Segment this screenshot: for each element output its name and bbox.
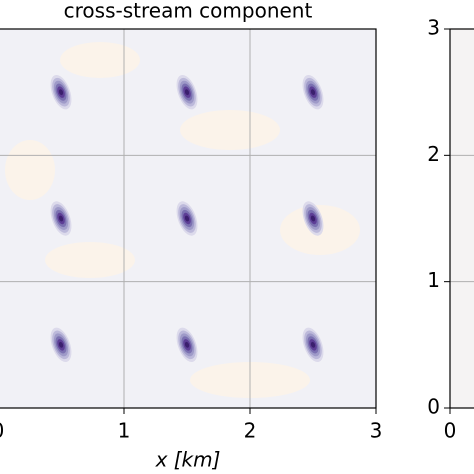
contour-level: [58, 341, 64, 348]
x-axis-label: x [km]: [155, 448, 221, 472]
contour-level: [58, 89, 64, 96]
axes-frame: [0, 28, 377, 409]
contour-level: [184, 215, 190, 222]
y-tick-label: 2: [427, 142, 440, 166]
vortex-peak: [50, 327, 72, 363]
contour-level: [184, 341, 190, 348]
contour-level: [58, 215, 64, 222]
y-tick-label: 1: [427, 268, 440, 292]
vortex-peak: [302, 327, 324, 363]
vortex-peak: [50, 201, 72, 236]
plot-area: [0, 29, 376, 408]
axes-frame: [449, 28, 474, 409]
y-tick-label: 0: [427, 395, 440, 419]
contour-level: [310, 215, 316, 222]
x-tick-label: 2: [244, 419, 257, 443]
x-tick-label: 3: [370, 419, 383, 443]
contour-level: [310, 89, 316, 96]
y-tick-label: 3: [427, 16, 440, 40]
x-tick-label: 0: [0, 419, 4, 443]
vortex-peak: [176, 327, 198, 363]
vortex-peak: [176, 201, 198, 236]
vortex-peak: [302, 74, 324, 110]
background: [450, 29, 474, 408]
vortex-peak: [50, 74, 72, 110]
x-tick-label: 0: [444, 419, 457, 443]
vortex-peak: [176, 74, 198, 110]
contour-level: [310, 341, 316, 348]
x-tick-label: 1: [118, 419, 131, 443]
contour-level: [184, 89, 190, 96]
vortex-peak: [302, 201, 324, 236]
chart-title: cross-stream component: [64, 0, 313, 23]
